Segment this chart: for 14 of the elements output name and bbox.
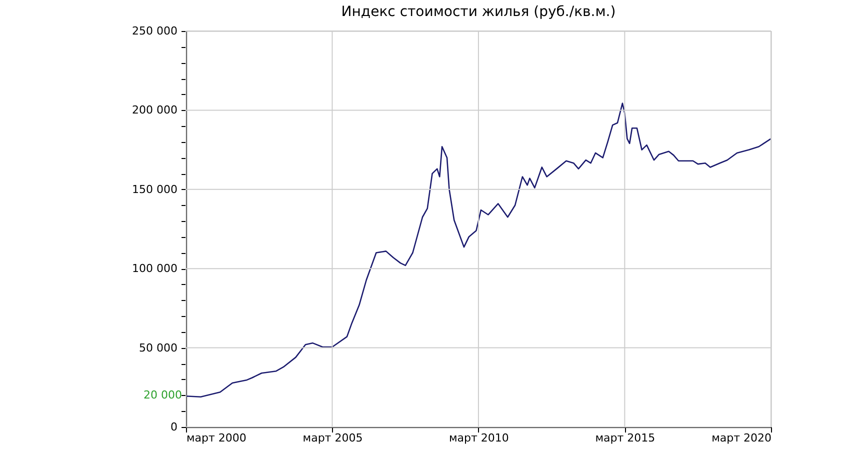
x-tick-label: март 2010 <box>449 432 509 444</box>
line-series <box>185 102 772 398</box>
x-tick-label: март 2020 <box>712 432 772 444</box>
x-tick-label: март 2015 <box>595 432 656 444</box>
y-tick-label: 150 000 <box>132 182 178 196</box>
annotation: 20 000 <box>144 388 182 402</box>
y-tick-label: 0 <box>170 420 178 434</box>
y-tick-label: 250 000 <box>132 24 178 38</box>
x-tick-label: март 2005 <box>302 432 363 444</box>
y-tick-label: 200 000 <box>132 104 178 117</box>
chart-title: Индекс стоимости жилья (руб./кв.м.) <box>341 4 616 20</box>
x-tick-label: март 2000 <box>186 432 246 444</box>
y-tick-label: 50 000 <box>139 341 178 354</box>
y-tick-label: 100 000 <box>132 262 178 276</box>
